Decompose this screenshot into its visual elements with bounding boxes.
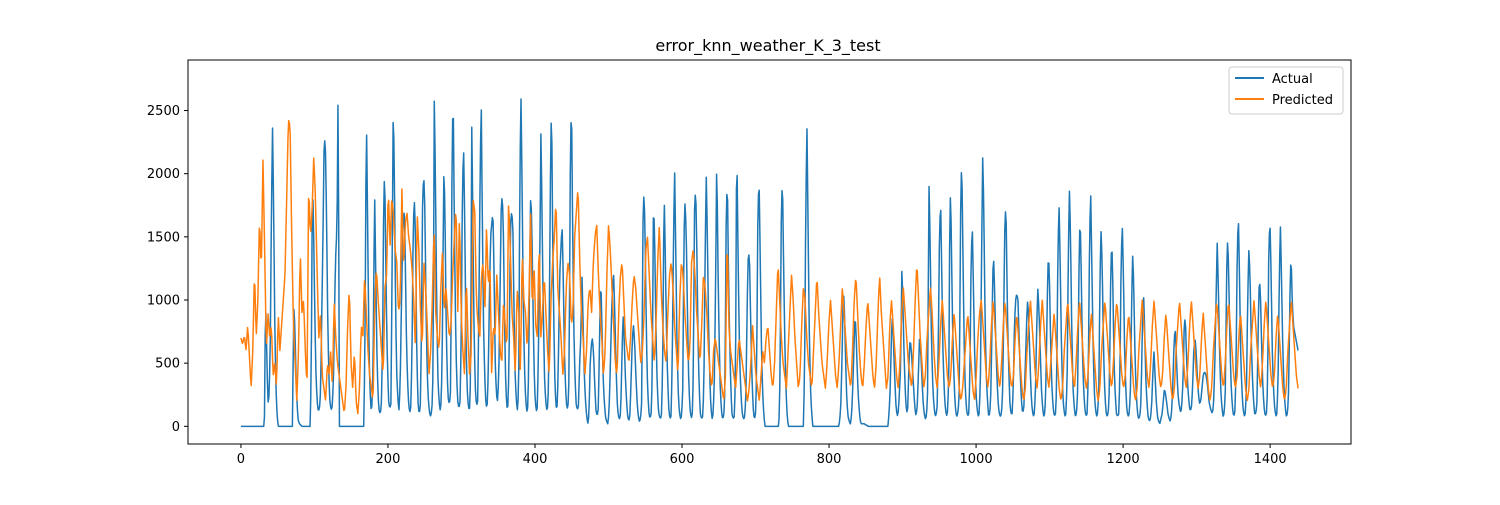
y-tick-label: 500 bbox=[155, 357, 180, 372]
legend: Actual Predicted bbox=[1228, 66, 1344, 115]
y-tick-label: 1500 bbox=[147, 230, 180, 245]
axes-frame bbox=[187, 59, 1352, 445]
series-line-actual bbox=[240, 98, 1299, 428]
chart-title: error_knn_weather_K_3_test bbox=[655, 36, 880, 56]
series-line-predicted bbox=[240, 119, 1299, 415]
x-tick-label: 200 bbox=[376, 452, 401, 467]
x-tick-label: 1400 bbox=[1254, 452, 1287, 467]
x-tick-label: 1000 bbox=[960, 452, 993, 467]
legend-actual-label: Actual bbox=[1272, 72, 1313, 87]
x-tick-label: 400 bbox=[523, 452, 548, 467]
y-tick-label: 2500 bbox=[147, 104, 180, 119]
x-tick-label: 600 bbox=[670, 452, 695, 467]
y-tick-label: 0 bbox=[172, 420, 180, 435]
y-tick-label: 2000 bbox=[147, 167, 180, 182]
legend-predicted-label: Predicted bbox=[1272, 93, 1333, 108]
x-tick-label: 1200 bbox=[1107, 452, 1140, 467]
x-tick-label: 0 bbox=[237, 452, 245, 467]
x-tick-label: 800 bbox=[817, 452, 842, 467]
y-axis: 0 500 1000 1500 2000 2500 bbox=[147, 104, 188, 435]
x-axis: 0 200 400 600 800 1000 1200 1400 bbox=[237, 444, 1287, 467]
y-tick-label: 1000 bbox=[147, 294, 180, 309]
plot-area bbox=[240, 98, 1299, 428]
